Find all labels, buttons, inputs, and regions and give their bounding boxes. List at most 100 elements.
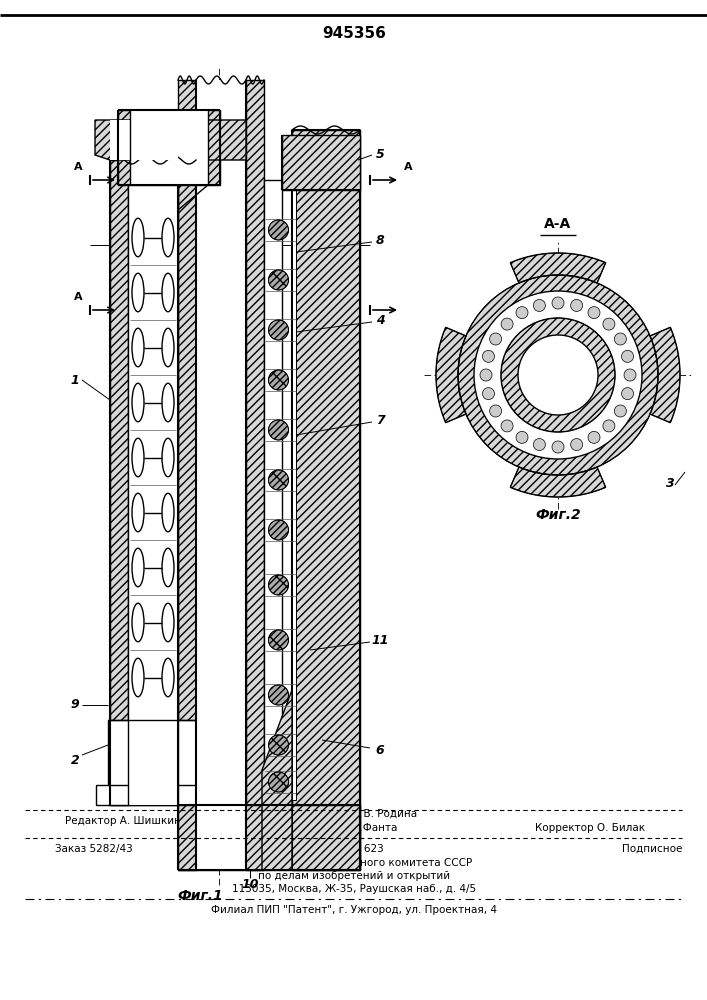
Text: Филиал ПИП "Патент", г. Ужгород, ул. Проектная, 4: Филиал ПИП "Патент", г. Ужгород, ул. Про… [211, 905, 497, 915]
Bar [178, 80, 196, 870]
Bar [292, 130, 360, 870]
Ellipse shape [132, 548, 144, 587]
Ellipse shape [132, 603, 144, 642]
Circle shape [614, 333, 626, 345]
Circle shape [621, 388, 633, 400]
Ellipse shape [132, 493, 144, 532]
Circle shape [482, 350, 494, 362]
Bar [292, 180, 296, 800]
Text: 10: 10 [241, 879, 259, 892]
Text: 3: 3 [665, 477, 674, 490]
Ellipse shape [162, 273, 174, 312]
Text: Составитель В. Родина: Составитель В. Родина [291, 809, 418, 819]
Text: 9: 9 [71, 698, 79, 712]
Circle shape [614, 405, 626, 417]
Text: 113035, Москва, Ж-35, Раушская наб., д. 4/5: 113035, Москва, Ж-35, Раушская наб., д. … [232, 884, 476, 894]
Bar [110, 160, 128, 805]
Ellipse shape [162, 438, 174, 477]
Circle shape [269, 772, 288, 792]
Circle shape [588, 307, 600, 319]
Ellipse shape [132, 658, 144, 697]
Bar [178, 805, 360, 870]
Polygon shape [650, 327, 680, 423]
Ellipse shape [162, 328, 174, 367]
Ellipse shape [132, 438, 144, 477]
Circle shape [571, 439, 583, 451]
Circle shape [490, 333, 502, 345]
Ellipse shape [162, 383, 174, 422]
Text: Корректор О. Билак: Корректор О. Билак [535, 823, 645, 833]
Circle shape [621, 350, 633, 362]
Ellipse shape [132, 383, 144, 422]
Text: 2: 2 [71, 754, 79, 766]
Polygon shape [436, 327, 466, 423]
Bar [178, 160, 196, 805]
Text: 8: 8 [375, 233, 385, 246]
Bar [264, 180, 282, 800]
Circle shape [516, 431, 528, 443]
Text: А: А [74, 162, 82, 172]
Text: А: А [404, 162, 412, 172]
Circle shape [533, 439, 545, 451]
Bar [246, 80, 264, 870]
Bar [130, 110, 208, 185]
Circle shape [552, 441, 564, 453]
Circle shape [533, 299, 545, 311]
Circle shape [518, 335, 598, 415]
Circle shape [269, 270, 288, 290]
Text: Заказ 5282/43: Заказ 5282/43 [55, 844, 133, 854]
Circle shape [269, 735, 288, 755]
Ellipse shape [162, 548, 174, 587]
Bar [108, 720, 196, 805]
Text: 4: 4 [375, 314, 385, 326]
Circle shape [516, 307, 528, 319]
Ellipse shape [162, 603, 174, 642]
Text: 11: 11 [371, 634, 389, 647]
Text: Тираж 623: Тираж 623 [325, 844, 383, 854]
Text: ВНИИПИ Государственного комитета СССР: ВНИИПИ Государственного комитета СССР [235, 858, 472, 868]
Ellipse shape [162, 658, 174, 697]
Ellipse shape [132, 273, 144, 312]
Circle shape [269, 685, 288, 705]
Circle shape [490, 405, 502, 417]
Circle shape [269, 575, 288, 595]
Text: 5: 5 [375, 148, 385, 161]
Circle shape [269, 420, 288, 440]
Polygon shape [510, 253, 606, 283]
Text: Подписное: Подписное [622, 844, 682, 854]
Bar [110, 120, 178, 160]
Circle shape [624, 369, 636, 381]
Text: Фиг.2: Фиг.2 [535, 508, 581, 522]
Bar [196, 80, 246, 870]
Circle shape [474, 291, 642, 459]
Circle shape [482, 388, 494, 400]
Circle shape [458, 275, 658, 475]
Bar [96, 785, 208, 805]
Bar [118, 110, 220, 185]
Bar [128, 160, 178, 805]
Circle shape [603, 318, 615, 330]
Text: А: А [74, 292, 82, 302]
Circle shape [269, 520, 288, 540]
Text: по делам изобретений и открытий: по делам изобретений и открытий [258, 871, 450, 881]
Text: 6: 6 [375, 744, 385, 756]
Circle shape [501, 318, 615, 432]
Polygon shape [510, 467, 606, 497]
Text: 7: 7 [375, 414, 385, 426]
Text: Фиг.1: Фиг.1 [177, 889, 223, 903]
Circle shape [588, 431, 600, 443]
Bar [110, 120, 196, 160]
Text: Редактор А. Шишкина: Редактор А. Шишкина [65, 816, 187, 826]
Polygon shape [262, 690, 292, 870]
Ellipse shape [162, 493, 174, 532]
Circle shape [269, 470, 288, 490]
Ellipse shape [162, 218, 174, 257]
Ellipse shape [132, 218, 144, 257]
Polygon shape [95, 120, 246, 160]
Circle shape [269, 630, 288, 650]
Bar [282, 135, 360, 190]
Circle shape [269, 220, 288, 240]
Circle shape [571, 299, 583, 311]
Circle shape [603, 420, 615, 432]
Circle shape [501, 318, 513, 330]
